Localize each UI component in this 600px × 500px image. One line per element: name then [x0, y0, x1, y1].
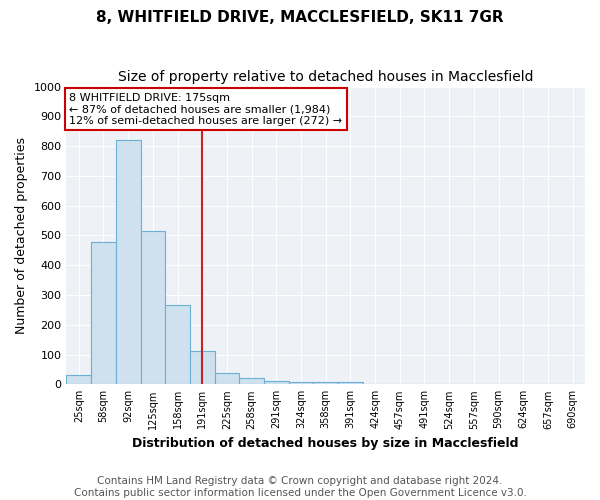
Text: 8, WHITFIELD DRIVE, MACCLESFIELD, SK11 7GR: 8, WHITFIELD DRIVE, MACCLESFIELD, SK11 7… — [96, 10, 504, 25]
Bar — [313, 382, 338, 384]
X-axis label: Distribution of detached houses by size in Macclesfield: Distribution of detached houses by size … — [133, 437, 519, 450]
Text: Contains HM Land Registry data © Crown copyright and database right 2024.
Contai: Contains HM Land Registry data © Crown c… — [74, 476, 526, 498]
Bar — [289, 382, 313, 384]
Bar — [116, 140, 140, 384]
Text: 8 WHITFIELD DRIVE: 175sqm
← 87% of detached houses are smaller (1,984)
12% of se: 8 WHITFIELD DRIVE: 175sqm ← 87% of detac… — [69, 92, 342, 126]
Bar — [215, 373, 239, 384]
Bar — [190, 351, 215, 384]
Bar — [165, 306, 190, 384]
Bar — [140, 231, 165, 384]
Bar — [239, 378, 264, 384]
Bar — [91, 242, 116, 384]
Bar — [338, 382, 363, 384]
Bar — [67, 376, 91, 384]
Bar — [264, 380, 289, 384]
Y-axis label: Number of detached properties: Number of detached properties — [15, 137, 28, 334]
Title: Size of property relative to detached houses in Macclesfield: Size of property relative to detached ho… — [118, 70, 533, 84]
